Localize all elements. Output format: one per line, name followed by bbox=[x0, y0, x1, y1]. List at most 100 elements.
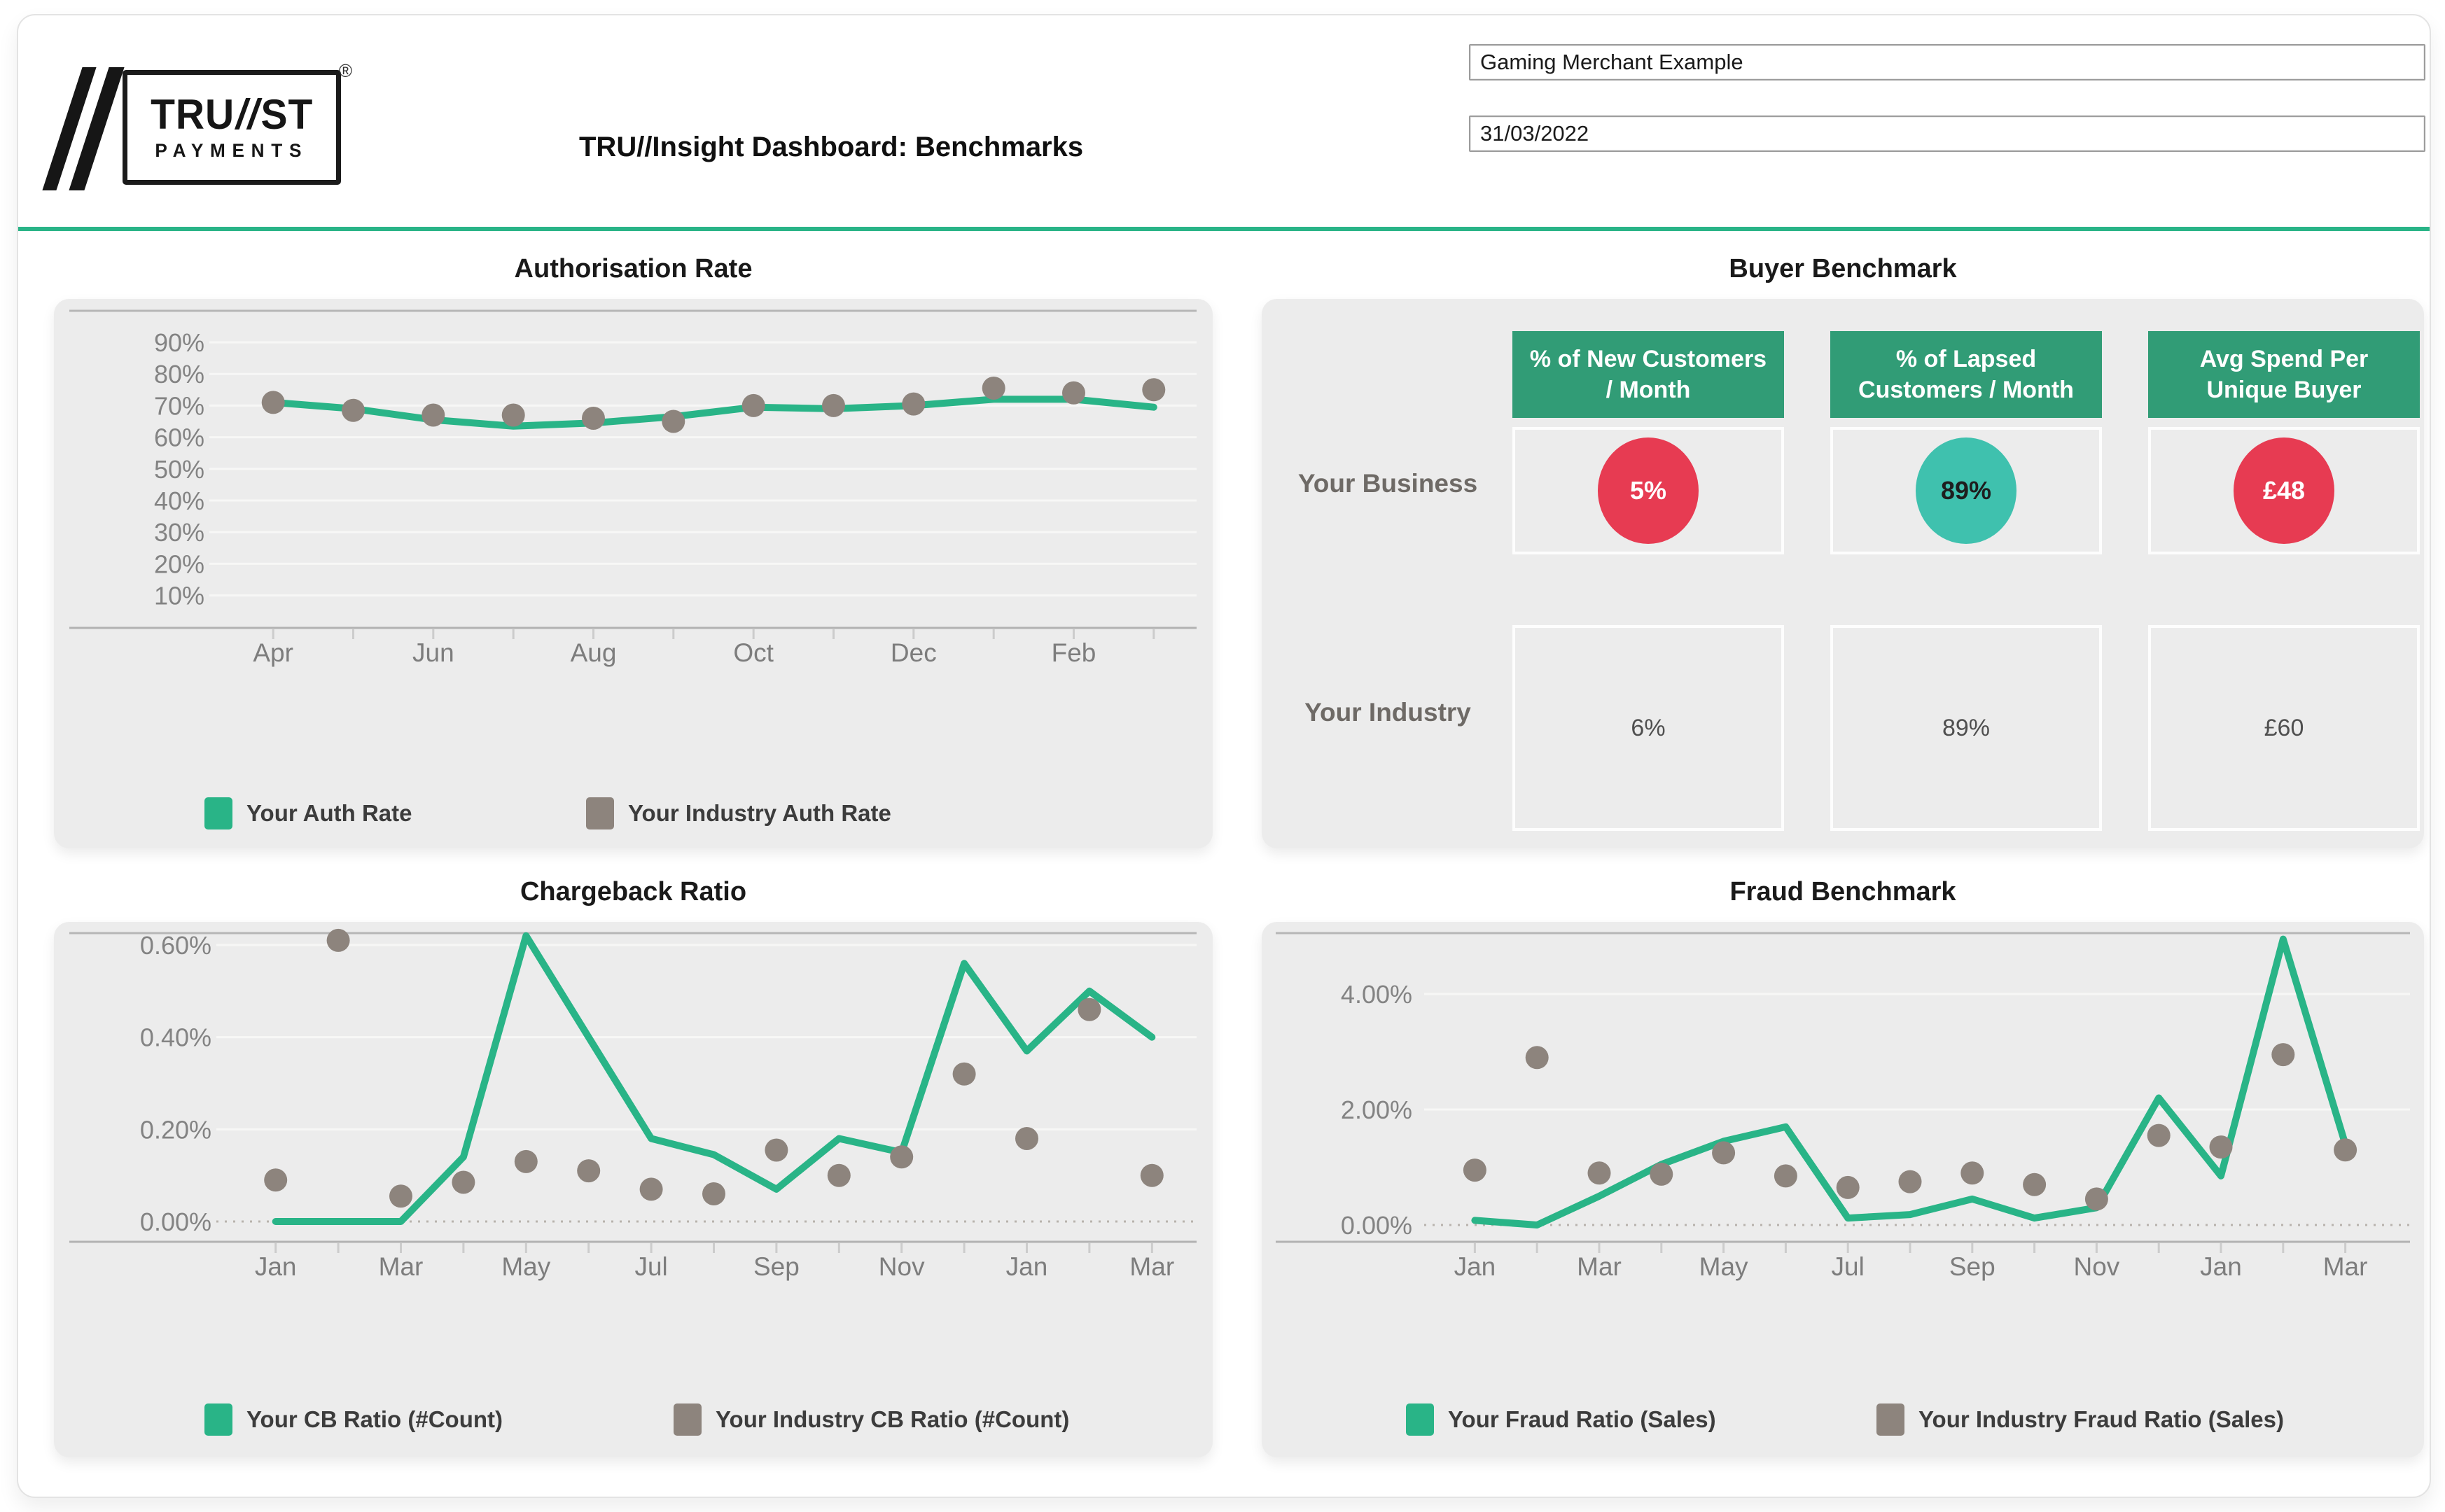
data-point bbox=[582, 407, 605, 430]
dashboard-title: TRU//Insight Dashboard: Benchmarks bbox=[579, 132, 1084, 162]
y-axis-label: 20% bbox=[154, 550, 204, 578]
legend-swatch-green bbox=[1406, 1404, 1434, 1436]
legend-label: Your Industry Auth Rate bbox=[628, 800, 891, 826]
buyer-cell-business-lapsed-customers: 89% bbox=[1830, 427, 2102, 554]
fraud-benchmark-title: Fraud Benchmark bbox=[1729, 877, 1956, 906]
legend-swatch-gray bbox=[586, 797, 614, 830]
data-point bbox=[2334, 1138, 2357, 1162]
buyer-cell-business-new-customers: 5% bbox=[1512, 427, 1784, 554]
y-axis-label: 0.20% bbox=[140, 1115, 211, 1144]
legend-item-your-cb-ratio[interactable]: Your CB Ratio (#Count) bbox=[204, 1404, 503, 1436]
x-axis-label: Mar bbox=[379, 1252, 424, 1281]
authorisation-rate-title: Authorisation Rate bbox=[514, 254, 753, 284]
x-axis-label: May bbox=[1699, 1252, 1748, 1281]
data-point bbox=[577, 1159, 601, 1183]
data-point bbox=[389, 1184, 412, 1208]
buyer-benchmark-title: Buyer Benchmark bbox=[1729, 254, 1957, 284]
x-axis-label: Nov bbox=[879, 1252, 925, 1281]
data-point bbox=[1062, 381, 1085, 405]
x-axis-label: Feb bbox=[1052, 638, 1096, 667]
y-axis-label: 80% bbox=[154, 360, 204, 388]
data-point bbox=[1898, 1170, 1922, 1194]
data-point bbox=[514, 1149, 538, 1173]
y-axis-label: 0.00% bbox=[1341, 1211, 1412, 1240]
buyer-col-header-avg-spend: Avg Spend Per Unique Buyer bbox=[2148, 331, 2420, 418]
x-axis-label: Mar bbox=[1577, 1252, 1622, 1281]
y-axis-label: 40% bbox=[154, 486, 204, 515]
series-line bbox=[272, 932, 1156, 1225]
legend-item-your-industry-fraud-ratio[interactable]: Your Industry Fraud Ratio (Sales) bbox=[1876, 1404, 2284, 1436]
data-point bbox=[261, 391, 285, 414]
data-point bbox=[1650, 1162, 1673, 1186]
data-point bbox=[765, 1138, 788, 1162]
y-axis-label: 0.40% bbox=[140, 1023, 211, 1052]
fraud-benchmark-panel: 4.00% 2.00% 0.00% Jan Mar May Jul Sep Nov Jan Mar … bbox=[1262, 922, 2424, 1457]
data-point bbox=[1836, 1175, 1860, 1199]
y-axis-label: 0.00% bbox=[140, 1208, 211, 1236]
industry-value: £60 bbox=[2264, 714, 2304, 741]
kpi-circle: £48 bbox=[2234, 438, 2334, 544]
data-point bbox=[952, 1062, 976, 1086]
chargeback-ratio-chart: 0.60% 0.40% 0.20% 0.00% Jan Mar May Jul Sep Nov Ja… bbox=[69, 928, 1197, 1281]
data-point bbox=[982, 377, 1005, 400]
legend-item-your-industry-cb-ratio[interactable]: Your Industry CB Ratio (#Count) bbox=[674, 1404, 1069, 1436]
legend-swatch-gray bbox=[674, 1404, 702, 1436]
buyer-col-header-lapsed-customers: % of Lapsed Customers / Month bbox=[1830, 331, 2102, 418]
data-point bbox=[1587, 1161, 1611, 1185]
buyer-col-header-new-customers: % of New Customers / Month bbox=[1512, 331, 1784, 418]
legend-item-your-fraud-ratio[interactable]: Your Fraud Ratio (Sales) bbox=[1406, 1404, 1716, 1436]
legend-item-your-auth-rate[interactable]: Your Auth Rate bbox=[204, 797, 412, 830]
x-axis-label: Jan bbox=[255, 1252, 297, 1281]
data-point bbox=[890, 1145, 914, 1169]
buyer-cell-business-avg-spend: £48 bbox=[2148, 427, 2420, 554]
industry-value: 6% bbox=[1631, 714, 1666, 741]
row-label-your-industry: Your Industry bbox=[1304, 698, 1471, 727]
data-point bbox=[1140, 1163, 1164, 1187]
x-axis-label: Dec bbox=[891, 638, 937, 667]
data-point bbox=[1015, 1127, 1038, 1150]
x-axis-label: May bbox=[501, 1252, 550, 1281]
legend-swatch-gray bbox=[1876, 1404, 1904, 1436]
data-point bbox=[452, 1170, 475, 1194]
logo-wordmark: TRU//ST bbox=[150, 90, 314, 138]
x-axis-label: Jun bbox=[412, 638, 454, 667]
data-point bbox=[1463, 1158, 1486, 1182]
y-axis-label: 90% bbox=[154, 328, 204, 357]
legend-label: Your Auth Rate bbox=[246, 800, 412, 826]
authorisation-rate-panel: 90% 80% 70% 60% 50% 40% 30% 20% 10% Apr Jun Aug Oct D… bbox=[54, 299, 1213, 848]
data-point bbox=[822, 393, 845, 417]
data-point bbox=[827, 1163, 851, 1187]
data-point bbox=[342, 398, 365, 422]
data-point bbox=[2084, 1187, 2108, 1211]
x-axis-label: Sep bbox=[1949, 1252, 1995, 1281]
buyer-benchmark-panel: % of New Customers / Month % of Lapsed C… bbox=[1262, 299, 2424, 848]
kpi-circle: 89% bbox=[1916, 438, 2016, 544]
x-axis-label: Jan bbox=[2200, 1252, 2242, 1281]
trust-payments-logo: TRU//ST PAYMENTS ® bbox=[42, 60, 358, 190]
buyer-cell-industry-avg-spend: £60 bbox=[2148, 625, 2420, 831]
x-axis-label: Sep bbox=[753, 1252, 800, 1281]
series-line bbox=[1471, 935, 2349, 1228]
industry-value: 89% bbox=[1942, 714, 1991, 741]
x-axis-label: Mar bbox=[2323, 1252, 2368, 1281]
y-axis-label: 70% bbox=[154, 391, 204, 420]
data-point bbox=[2271, 1043, 2295, 1067]
legend-label: Your Industry CB Ratio (#Count) bbox=[716, 1406, 1070, 1432]
y-axis-label: 4.00% bbox=[1341, 980, 1412, 1009]
legend-item-your-industry-auth-rate[interactable]: Your Industry Auth Rate bbox=[586, 797, 891, 830]
chargeback-ratio-title: Chargeback Ratio bbox=[520, 877, 747, 906]
chargeback-ratio-panel: 0.60% 0.40% 0.20% 0.00% Jan Mar May Jul Sep Nov Ja… bbox=[54, 922, 1213, 1457]
data-point bbox=[1525, 1046, 1549, 1070]
y-axis-label: 10% bbox=[154, 582, 204, 610]
logo-box: TRU//ST PAYMENTS bbox=[123, 70, 341, 185]
row-label-your-business: Your Business bbox=[1297, 469, 1478, 498]
data-point bbox=[741, 393, 765, 417]
report-date-input[interactable] bbox=[1469, 115, 2425, 152]
legend-label: Your CB Ratio (#Count) bbox=[246, 1406, 503, 1432]
data-point bbox=[662, 410, 685, 433]
series-line bbox=[270, 396, 1157, 430]
y-axis-label: 30% bbox=[154, 518, 204, 547]
merchant-name-input[interactable] bbox=[1469, 44, 2425, 80]
registered-mark-icon: ® bbox=[338, 60, 352, 81]
buyer-cell-industry-lapsed-customers: 89% bbox=[1830, 625, 2102, 831]
